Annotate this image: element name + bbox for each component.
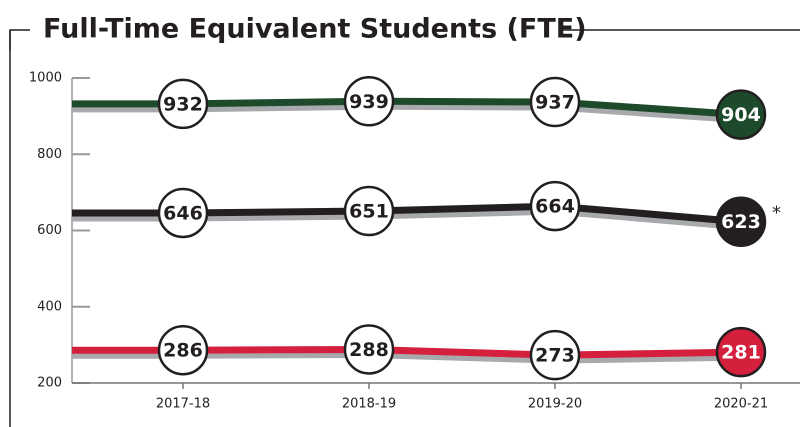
point-marker bbox=[715, 89, 767, 140]
value-label: 904 bbox=[721, 104, 761, 126]
point-marker bbox=[157, 187, 209, 239]
series-line bbox=[182, 345, 742, 359]
point-marker bbox=[529, 329, 581, 381]
series-line bbox=[182, 202, 742, 226]
value-label: 939 bbox=[349, 91, 389, 113]
value-label: 288 bbox=[349, 339, 389, 361]
point-marker bbox=[529, 76, 581, 128]
x-tick-label: 2018-19 bbox=[342, 397, 396, 412]
frame bbox=[9, 29, 800, 427]
value-label: 273 bbox=[535, 345, 575, 367]
value-label: 623 bbox=[721, 211, 761, 233]
point-marker bbox=[343, 76, 395, 127]
y-tick-label: 600 bbox=[37, 223, 62, 238]
y-tick-label: 1000 bbox=[29, 71, 62, 86]
value-label: 932 bbox=[163, 93, 203, 115]
frame-top-left bbox=[9, 29, 30, 50]
annotation: * bbox=[772, 203, 781, 224]
point-marker bbox=[343, 324, 395, 375]
value-label: 937 bbox=[535, 92, 575, 114]
value-label: 646 bbox=[163, 202, 203, 224]
value-label: 664 bbox=[535, 196, 575, 218]
point-marker bbox=[343, 185, 395, 237]
x-tick-label: 2019-20 bbox=[528, 397, 582, 412]
y-tick-label: 400 bbox=[37, 299, 62, 314]
point-marker bbox=[157, 324, 209, 376]
value-label: 651 bbox=[349, 201, 389, 223]
point-marker bbox=[715, 326, 767, 378]
point-marker bbox=[157, 78, 209, 130]
x-tick-label: 2017-18 bbox=[156, 397, 210, 412]
point-marker bbox=[715, 196, 767, 247]
value-label: 281 bbox=[721, 342, 761, 364]
y-tick-label: 800 bbox=[37, 147, 62, 162]
chart-title: Full-Time Equivalent Students (FTE) bbox=[43, 14, 587, 45]
series-line bbox=[182, 97, 742, 119]
y-tick-label: 200 bbox=[37, 376, 62, 391]
value-label: 286 bbox=[163, 340, 203, 362]
point-marker bbox=[529, 180, 581, 232]
x-tick-label: 2020-21 bbox=[714, 397, 768, 412]
